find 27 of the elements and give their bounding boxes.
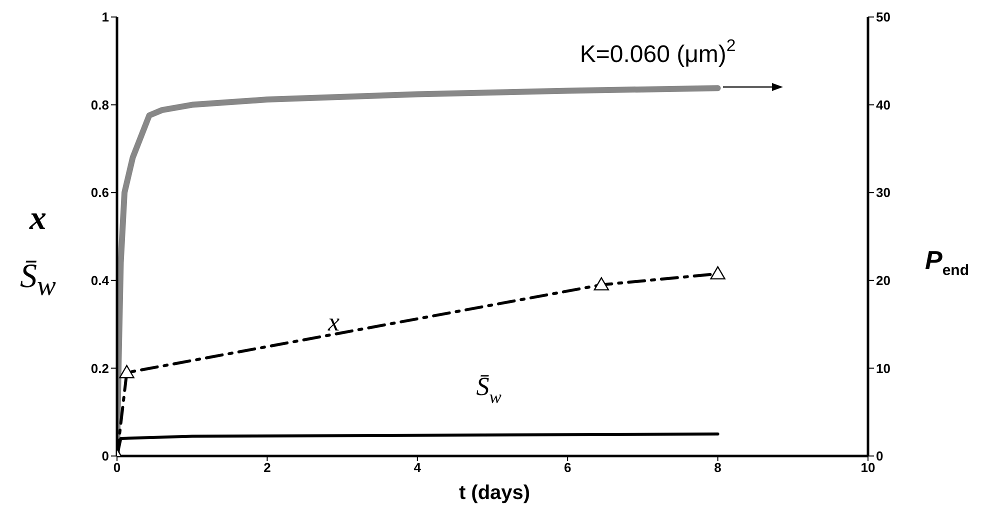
y-tick-label: 0 — [102, 448, 109, 464]
y2-tick-label: 30 — [876, 185, 890, 200]
point — [119, 364, 134, 378]
x-tick-label: 6 — [564, 460, 572, 476]
series-label: x — [326, 308, 340, 337]
x-tick-label: 10 — [860, 460, 876, 476]
x-tick-label: 8 — [714, 460, 722, 476]
point — [710, 266, 726, 280]
y2-tick-label: 40 — [876, 97, 890, 112]
y2-tick-label: 20 — [876, 273, 890, 288]
x-tick-label: 0 — [113, 460, 121, 476]
y-axis-title: x S̄$_{w}$ — [19, 199, 57, 304]
series-label: K=0.060 (μm)$^{2}$ — [580, 36, 736, 68]
y-tick-label: 0.2 — [90, 360, 109, 376]
x-tick-label: 4 — [414, 460, 422, 476]
y-tick-label: 0.8 — [90, 97, 109, 112]
y2-tick-label: 0 — [876, 448, 884, 464]
y2-tick-label: 50 — [876, 10, 890, 25]
x-tick-label: 2 — [264, 460, 271, 476]
y-tick-label: 0.4 — [90, 273, 110, 288]
point — [594, 277, 609, 290]
y-tick-label: 1 — [102, 10, 109, 25]
series-label: S̄$_{w}$ — [476, 372, 502, 408]
x-axis-title: t (days) — [458, 482, 532, 505]
y2-axis-title: P$_{end}$ — [925, 245, 970, 280]
y-tick-label: 0.6 — [90, 185, 109, 200]
y2-tick-label: 10 — [876, 360, 890, 376]
